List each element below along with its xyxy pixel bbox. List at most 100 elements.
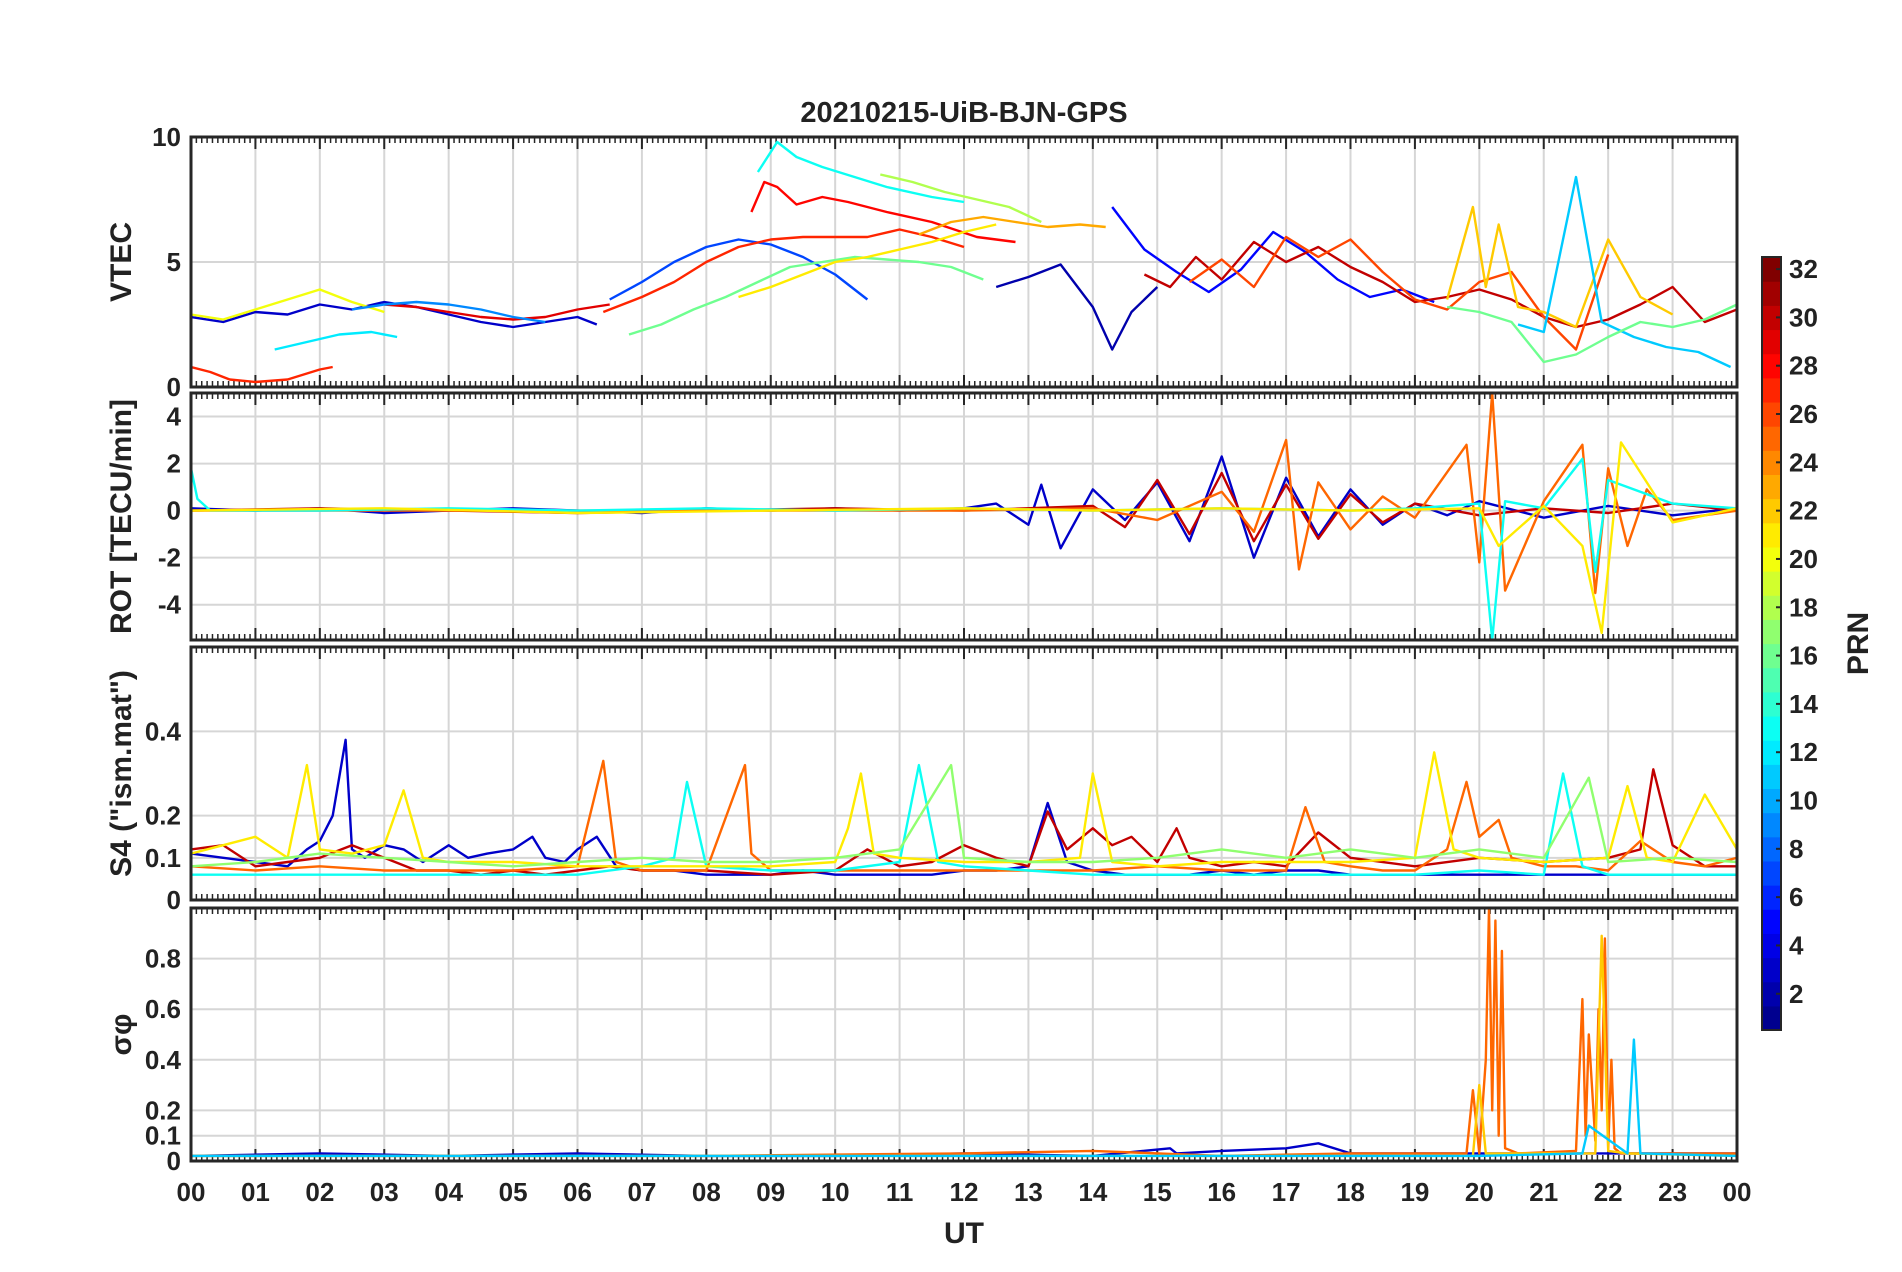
- colorbar-swatch: [1762, 957, 1781, 983]
- panel-1: 0 5 10 VTEC: [105, 122, 1739, 402]
- colorbar-swatch: [1762, 305, 1781, 331]
- x-tick-label: 17: [1272, 1177, 1301, 1207]
- colorbar-tick-label: 28: [1789, 351, 1818, 381]
- y-tick-label: -4: [158, 590, 182, 620]
- colorbar-swatch: [1762, 981, 1781, 1007]
- series-line-prn-3: [191, 300, 598, 329]
- colorbar-swatch: [1762, 329, 1781, 355]
- x-tick-label: 00: [177, 1177, 206, 1207]
- x-tick-label: 14: [1078, 1177, 1107, 1207]
- series-line-prn-30: [1143, 240, 1737, 329]
- colorbar-swatch: [1762, 1005, 1781, 1031]
- colorbar-label: PRN: [1842, 612, 1875, 675]
- y-axis-label: S4 ("ism.mat"): [105, 670, 138, 877]
- series-line-prn-13: [191, 763, 1737, 876]
- x-tick-label: 04: [434, 1177, 463, 1207]
- y-tick-label: 4: [167, 402, 182, 432]
- chart-title: 20210215-UiB-BJN-GPS: [800, 97, 1127, 129]
- series-line-prn-5: [1111, 206, 1435, 304]
- x-tick-label: 15: [1143, 1177, 1172, 1207]
- x-tick-label: 16: [1207, 1177, 1236, 1207]
- x-tick-labels: 00 01 02 03 04 05 06 07 08 09 10 11 12 13 14 15 16 17 18 19…: [177, 1177, 1752, 1207]
- series-line-prn-3: [191, 738, 1737, 876]
- colorbar-frame: [1761, 256, 1782, 1031]
- series-group: [191, 140, 1737, 384]
- y-tick-label: 0.2: [145, 801, 181, 831]
- colorbar-tick-label: 14: [1789, 689, 1818, 719]
- colorbar-swatch: [1762, 571, 1781, 596]
- series-group: [191, 393, 1737, 640]
- series-line-prn-27: [602, 228, 965, 314]
- panel-frame: [189, 135, 1739, 389]
- series-line-prn-21: [191, 751, 1737, 868]
- colorbar-swatch: [1762, 667, 1781, 693]
- series-line-prn-11: [1517, 175, 1732, 369]
- colorbar-swatch: [1762, 450, 1781, 476]
- colorbar-swatch: [1762, 498, 1781, 524]
- y-tick-label: 0: [167, 885, 181, 915]
- colorbar-swatch: [1762, 764, 1781, 790]
- series-group: [191, 738, 1737, 876]
- colorbar-tick-label: 10: [1789, 786, 1818, 816]
- y-axis-label: ROT [TECU/min]: [105, 399, 138, 634]
- y-tick-label: 5: [167, 247, 181, 277]
- series-line-prn-13: [756, 140, 965, 204]
- colorbar-swatch: [1762, 836, 1781, 862]
- colorbar-tick-label: 30: [1789, 302, 1818, 332]
- colorbar-swatch: [1762, 909, 1781, 934]
- colorbar-tick-label: 24: [1789, 447, 1818, 477]
- colorbar-swatch: [1762, 281, 1781, 306]
- y-tick-label: 0.2: [145, 1095, 181, 1125]
- colorbar-tick-label: 26: [1789, 399, 1818, 429]
- x-tick-label: 18: [1336, 1177, 1365, 1207]
- colorbar-swatch: [1762, 401, 1781, 427]
- colorbar-swatch: [1762, 933, 1781, 959]
- series-line-prn-22: [1445, 205, 1674, 329]
- y-tick-label: 0.1: [145, 1121, 181, 1151]
- colorbar-tick-label: 8: [1789, 834, 1803, 864]
- series-line-prn-7: [609, 238, 869, 301]
- series-line-prn-18: [880, 173, 1042, 224]
- y-tick-label: 2: [167, 449, 181, 479]
- colorbar-swatch: [1762, 715, 1781, 741]
- y-tick-label: -2: [158, 543, 181, 573]
- series-line-prn-20: [191, 288, 385, 321]
- x-tick-label: 21: [1529, 1177, 1558, 1207]
- colorbar-swatch: [1762, 860, 1781, 886]
- x-tick-label: 23: [1658, 1177, 1687, 1207]
- colorbar-tick-label: 20: [1789, 544, 1818, 574]
- colorbar-tick-label: 32: [1789, 254, 1818, 284]
- y-tick-label: 0: [167, 1146, 181, 1176]
- x-tick-label: 02: [305, 1177, 334, 1207]
- y-axis-label: VTEC: [105, 222, 138, 302]
- x-tick-label: 05: [499, 1177, 528, 1207]
- x-tick-label: 13: [1014, 1177, 1043, 1207]
- colorbar-swatch: [1762, 619, 1781, 645]
- x-tick-label: 20: [1465, 1177, 1494, 1207]
- series-line-prn-17: [191, 763, 1737, 868]
- colorbar-swatch: [1762, 595, 1781, 620]
- y-tick-label: 10: [152, 122, 181, 152]
- x-tick-label: 06: [563, 1177, 592, 1207]
- colorbar-swatch: [1762, 426, 1781, 451]
- x-tick-label: 07: [627, 1177, 656, 1207]
- y-tick-label: 0: [167, 496, 181, 526]
- x-tick-label: 03: [370, 1177, 399, 1207]
- colorbar-swatch: [1762, 474, 1781, 500]
- colorbar-swatch: [1762, 546, 1781, 572]
- panel-3: 0 0.1 0.2 0.4S4 ("ism.mat"): [105, 645, 1739, 915]
- colorbar-swatch: [1762, 885, 1781, 910]
- colorbar-swatch: [1762, 377, 1781, 403]
- colorbar-swatch: [1762, 788, 1781, 814]
- series-line-prn-29: [384, 303, 610, 321]
- series-line-prn-9: [351, 300, 546, 324]
- colorbar-swatch: [1762, 257, 1781, 282]
- panel-frame: [189, 391, 1739, 642]
- x-tick-label: 10: [821, 1177, 850, 1207]
- y-tick-label: 0.6: [145, 994, 181, 1024]
- x-tick-label: 12: [950, 1177, 979, 1207]
- panel-2: -4 -2 0 2 4 ROT [TECU/min]: [105, 391, 1739, 642]
- series-line-prn-28: [750, 180, 1016, 244]
